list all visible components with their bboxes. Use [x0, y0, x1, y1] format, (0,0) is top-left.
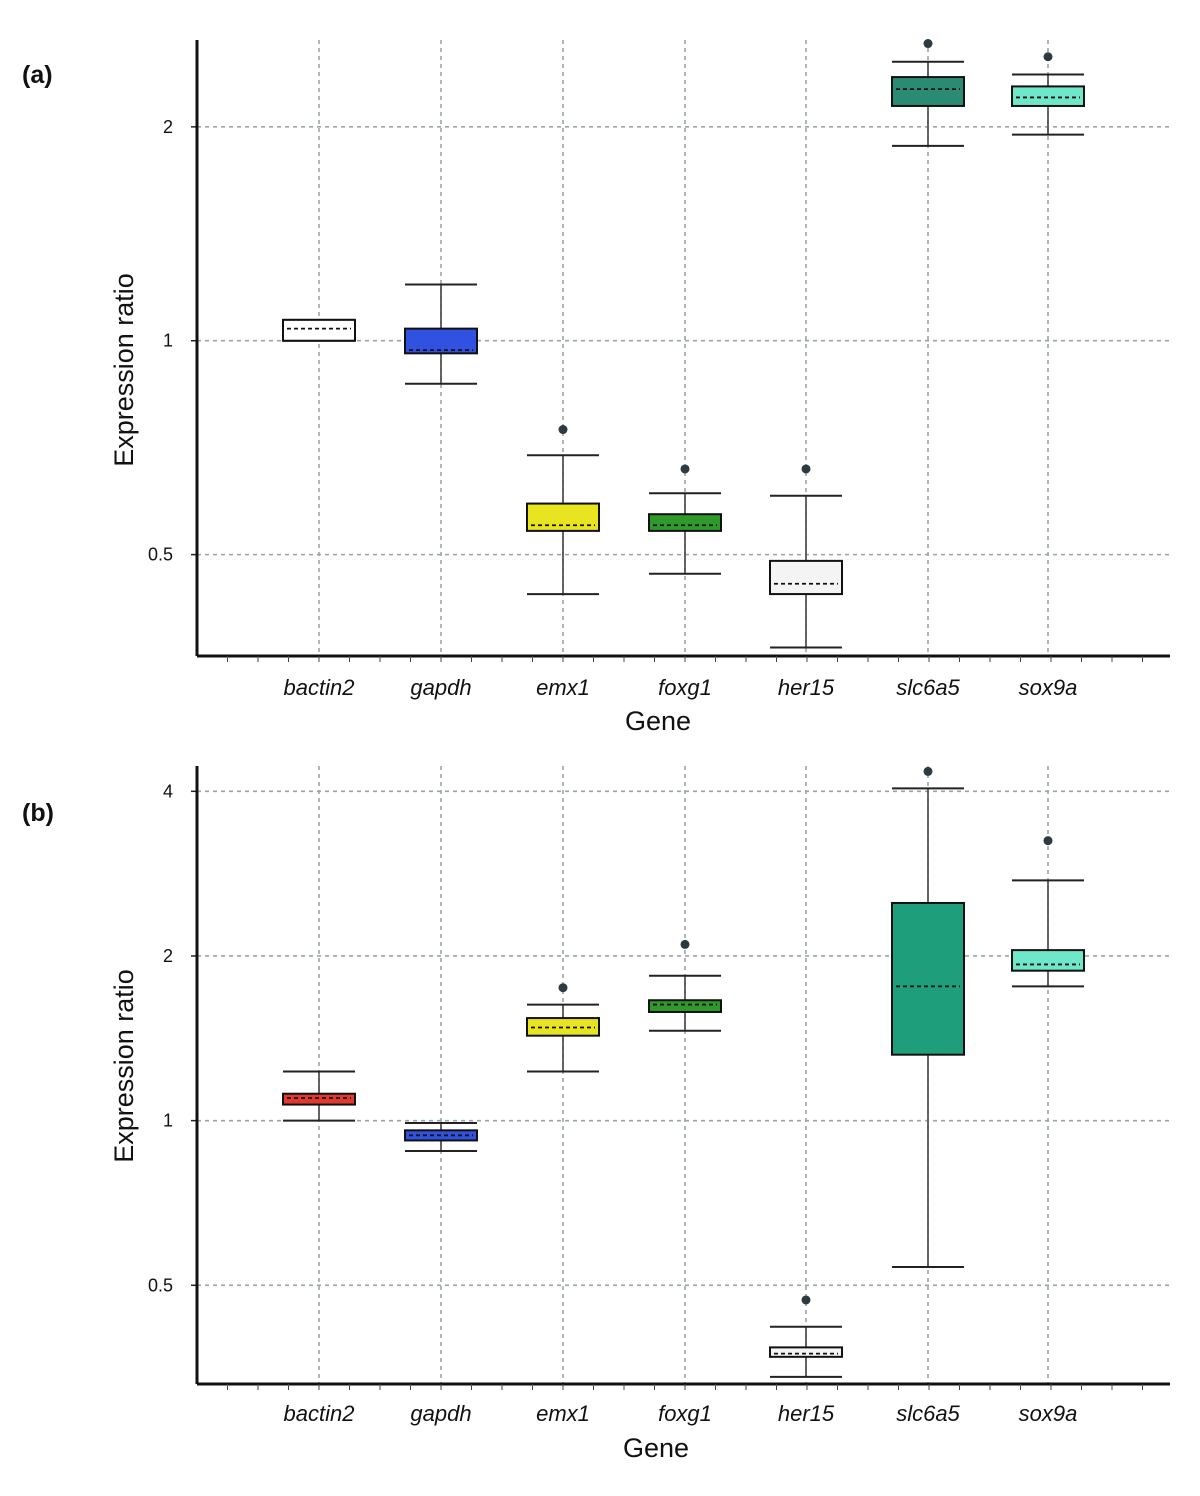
- y-tick-label: 4: [163, 781, 173, 801]
- y-tick-label: 0.5: [148, 1275, 173, 1295]
- outlier-point: [558, 425, 568, 435]
- y-tick-label: 2: [163, 117, 173, 137]
- box-rect: [1011, 949, 1085, 972]
- y-tick-label: 1: [163, 1111, 173, 1131]
- x-category-label: foxg1: [658, 675, 712, 700]
- box-rect: [282, 1092, 356, 1106]
- y-axis-title-b: Expression ratio: [109, 969, 139, 1163]
- x-category-label: foxg1: [658, 1401, 712, 1426]
- box-rect: [282, 318, 356, 342]
- box-rect: [891, 901, 965, 1056]
- box-rect: [648, 513, 722, 532]
- x-category-label: her15: [778, 675, 835, 700]
- x-category-label: gapdh: [410, 675, 471, 700]
- outlier-point: [923, 39, 933, 49]
- panel-label-b: (b): [22, 799, 54, 827]
- x-category-label: slc6a5: [896, 675, 960, 700]
- outlier-point: [558, 983, 568, 993]
- outlier-point: [680, 939, 690, 949]
- box-rect: [891, 76, 965, 107]
- y-tick-label: 1: [163, 331, 173, 351]
- outlier-point: [680, 464, 690, 474]
- box-rect: [769, 559, 843, 596]
- x-axis-title-a: Gene: [625, 706, 691, 736]
- y-tick-label: 2: [163, 946, 173, 966]
- x-category-label: her15: [778, 1401, 835, 1426]
- x-category-label: sox9a: [1019, 675, 1078, 700]
- box-rect: [1011, 85, 1085, 107]
- y-tick-label: 0.5: [148, 545, 173, 565]
- outlier-point: [1043, 836, 1053, 846]
- panel-label-a: (a): [22, 61, 53, 89]
- x-category-label: gapdh: [410, 1401, 471, 1426]
- chart-panel-a: (a) Expression ratio Gene 0.5 1 2 bactin2 ga…: [22, 39, 1170, 736]
- outlier-point: [1043, 52, 1053, 62]
- chart-panel-b: (b) Expression ratio Gene 0.5 1 2 4 bactin2 g…: [22, 766, 1170, 1463]
- x-category-label: emx1: [536, 1401, 590, 1426]
- box-rect: [648, 999, 722, 1013]
- x-category-label: sox9a: [1019, 1401, 1078, 1426]
- x-category-label: bactin2: [284, 1401, 355, 1426]
- box-rect: [526, 502, 600, 532]
- x-category-label: bactin2: [284, 675, 355, 700]
- x-axis-title-b: Gene: [623, 1433, 689, 1463]
- box-rect: [769, 1346, 843, 1358]
- x-category-label: slc6a5: [896, 1401, 960, 1426]
- box-rect: [404, 327, 478, 355]
- y-axis-title-a: Expression ratio: [109, 273, 139, 467]
- outlier-point: [923, 766, 933, 776]
- x-category-label: emx1: [536, 675, 590, 700]
- outlier-point: [801, 464, 811, 474]
- outlier-point: [801, 1295, 811, 1305]
